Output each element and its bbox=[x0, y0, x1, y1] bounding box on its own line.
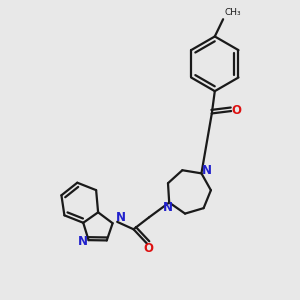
Text: N: N bbox=[202, 164, 212, 177]
Text: CH₃: CH₃ bbox=[225, 8, 241, 17]
Text: O: O bbox=[232, 104, 242, 117]
Text: N: N bbox=[78, 235, 88, 248]
Text: N: N bbox=[163, 201, 173, 214]
Text: O: O bbox=[143, 242, 153, 255]
Text: N: N bbox=[116, 211, 126, 224]
